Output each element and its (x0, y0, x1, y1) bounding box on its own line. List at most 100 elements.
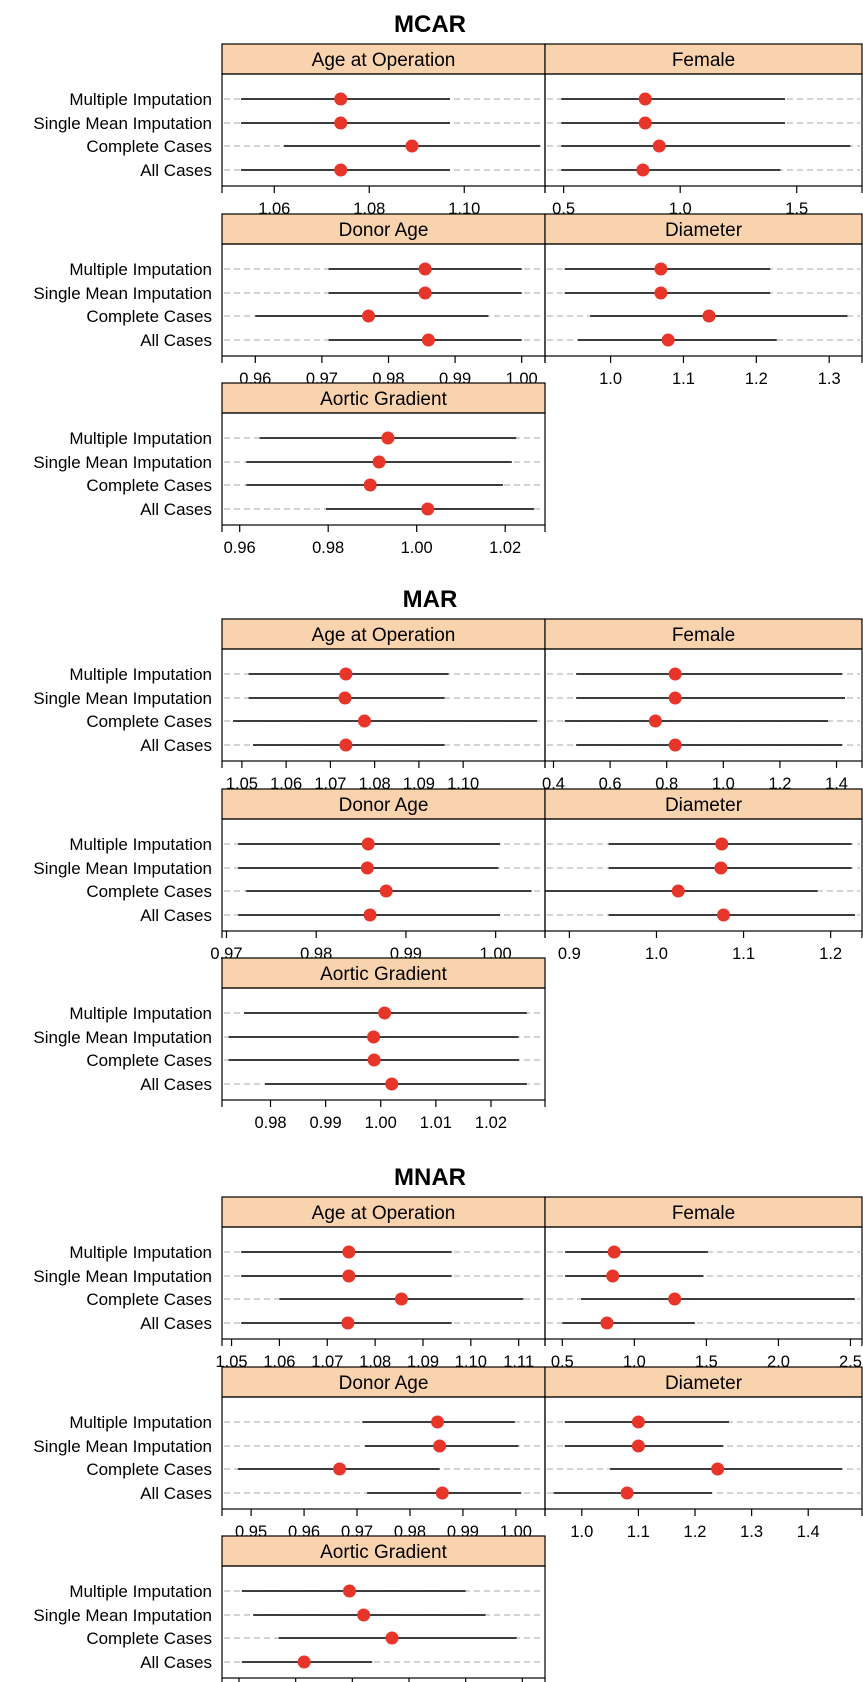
row-label: Complete Cases (86, 137, 212, 156)
x-tick-label: 1.3 (818, 370, 841, 388)
x-tick-label: 1.00 (365, 1114, 397, 1132)
point-estimate (333, 1462, 347, 1476)
row-label: Multiple Imputation (69, 429, 212, 448)
row-label: Complete Cases (86, 712, 212, 731)
point-estimate (654, 286, 668, 300)
x-tick-label: 0.96 (224, 539, 256, 557)
point-estimate (600, 1316, 614, 1330)
panel: Donor Age Multiple Imputation Single Mean … (33, 1366, 546, 1541)
x-tick-label: 1.1 (672, 370, 695, 388)
row-label: Multiple Imputation (69, 1413, 212, 1432)
x-tick-label: 0.99 (310, 1114, 342, 1132)
x-tick-label: 1.2 (745, 370, 768, 388)
row-label: Multiple Imputation (69, 1243, 212, 1262)
row-label: Single Mean Imputation (33, 1437, 212, 1456)
row-label: Single Mean Imputation (33, 859, 212, 878)
point-estimate (714, 861, 728, 875)
panel-label: Diameter (665, 220, 743, 241)
row-label: All Cases (140, 906, 212, 925)
x-tick-label: 1.2 (819, 945, 842, 963)
panel-strip (544, 213, 863, 245)
x-tick-label: 1.3 (740, 1523, 763, 1541)
point-estimate (372, 455, 386, 469)
row-label: Single Mean Imputation (33, 114, 212, 133)
panel-label: Female (672, 1203, 735, 1224)
row-label: Single Mean Imputation (33, 1606, 212, 1625)
point-estimate (338, 691, 352, 705)
point-estimate (661, 333, 675, 347)
point-estimate (405, 139, 419, 153)
x-tick-label: 1.0 (570, 1523, 593, 1541)
point-estimate (367, 1053, 381, 1067)
point-estimate (671, 884, 685, 898)
point-estimate (717, 908, 731, 922)
point-estimate (654, 262, 668, 276)
row-label: All Cases (140, 331, 212, 350)
point-estimate (606, 1269, 620, 1283)
point-estimate (421, 333, 435, 347)
point-estimate (357, 714, 371, 728)
panel-label: Aortic Gradient (320, 1542, 447, 1563)
point-estimate (607, 1245, 621, 1259)
panel-strip (221, 957, 546, 989)
panel-strip (544, 1366, 863, 1398)
point-estimate (652, 139, 666, 153)
row-label: Multiple Imputation (69, 1004, 212, 1023)
row-label: Complete Cases (86, 1290, 212, 1309)
point-estimate (435, 1486, 449, 1500)
panel: Aortic Gradient Multiple Imputation Single… (33, 957, 546, 1132)
panel-frame (221, 412, 546, 526)
section-title: MNAR (394, 1164, 466, 1191)
panel-label: Age at Operation (312, 1203, 456, 1224)
point-estimate (394, 1292, 408, 1306)
x-tick-label: 1.02 (489, 539, 521, 557)
panel-frame (544, 243, 863, 357)
point-estimate (431, 1415, 445, 1429)
point-estimate (711, 1462, 725, 1476)
panel: Age at Operation Multiple Imputation Singl… (33, 1196, 546, 1371)
point-estimate (357, 1608, 371, 1622)
panel: Diameter 0.9 1.0 1.1 1.2 (544, 788, 863, 963)
point-estimate (648, 714, 662, 728)
row-label: Single Mean Imputation (33, 453, 212, 472)
point-estimate (334, 163, 348, 177)
panel-frame (221, 987, 546, 1101)
x-tick-label: 1.01 (420, 1114, 452, 1132)
panel-strip (221, 1535, 546, 1567)
panel-strip (544, 618, 863, 650)
section-title: MAR (403, 586, 458, 613)
point-estimate (421, 502, 435, 516)
row-label: All Cases (140, 161, 212, 180)
point-estimate (636, 163, 650, 177)
x-tick-label: 0.98 (254, 1114, 286, 1132)
point-estimate (638, 92, 652, 106)
panel-strip (221, 43, 546, 75)
point-estimate (363, 478, 377, 492)
point-estimate (363, 908, 377, 922)
point-estimate (668, 691, 682, 705)
panel-frame (544, 818, 863, 932)
point-estimate (379, 884, 393, 898)
row-label: Complete Cases (86, 307, 212, 326)
panel-label: Diameter (665, 795, 743, 816)
point-estimate (668, 738, 682, 752)
x-tick-label: 1.02 (475, 1114, 507, 1132)
point-estimate (341, 1316, 355, 1330)
row-label: All Cases (140, 1075, 212, 1094)
panel-label: Age at Operation (312, 625, 456, 646)
row-label: Multiple Imputation (69, 665, 212, 684)
panel: Donor Age Multiple Imputation Single Mean … (33, 788, 546, 963)
panel-label: Donor Age (339, 1373, 429, 1394)
panel-label: Age at Operation (312, 50, 456, 71)
point-estimate (342, 1245, 356, 1259)
row-label: All Cases (140, 1314, 212, 1333)
point-estimate (418, 262, 432, 276)
x-tick-label: 1.1 (627, 1523, 650, 1541)
point-estimate (385, 1631, 399, 1645)
panel-frame (544, 1396, 863, 1510)
row-label: Complete Cases (86, 882, 212, 901)
panel-label: Aortic Gradient (320, 964, 447, 985)
